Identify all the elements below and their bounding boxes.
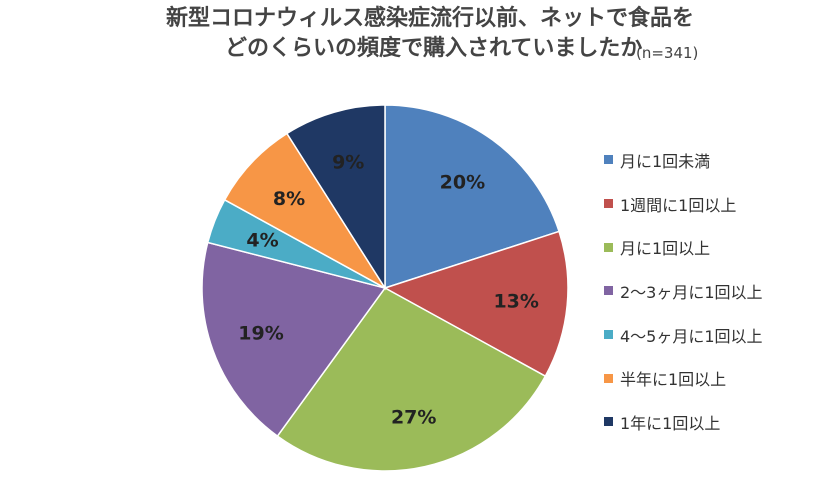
pie-data-label-6: 9% <box>332 152 364 174</box>
legend-swatch <box>604 417 613 427</box>
legend-label: 2〜3ヶ月に1回以上 <box>620 282 763 302</box>
legend-label: 半年に1回以上 <box>620 370 727 390</box>
pie-slice-3 <box>201 241 387 438</box>
legend-item-6: 1年に1回以上 <box>604 400 840 444</box>
pie-data-label-2: 27% <box>391 407 436 429</box>
legend-swatch <box>604 199 613 209</box>
legend-item-4: 4〜5ヶ月に1回以上 <box>604 313 840 357</box>
pie-data-label-0: 20% <box>440 171 485 193</box>
legend-swatch <box>604 373 613 383</box>
pie-slice-0 <box>384 104 560 290</box>
legend-label: 1週間に1回以上 <box>620 195 737 215</box>
legend-item-3: 2〜3ヶ月に1回以上 <box>604 269 840 313</box>
legend-swatch <box>604 155 613 165</box>
legend-swatch <box>604 286 613 296</box>
chart-title-line2: どのくらいの頻度で購入されていましたか <box>225 36 643 61</box>
legend-item-1: 1週間に1回以上 <box>604 182 840 226</box>
pie-slice-5 <box>223 132 386 289</box>
sample-size-label: (n=341) <box>636 44 699 62</box>
pie-data-label-4: 4% <box>246 230 278 252</box>
legend-item-2: 月に1回以上 <box>604 225 840 269</box>
legend-label: 月に1回未満 <box>620 151 711 171</box>
pie-slices <box>201 104 569 472</box>
pie-slice-1 <box>383 230 569 378</box>
legend-label: 4〜5ヶ月に1回以上 <box>620 326 763 346</box>
chart-title-line1: 新型コロナウィルス感染症流行以前、ネットで食品を <box>166 6 695 31</box>
legend-item-5: 半年に1回以上 <box>604 356 840 400</box>
pie-data-label-5: 8% <box>273 188 305 210</box>
legend-swatch <box>604 242 613 252</box>
pie-slice-6 <box>285 104 386 291</box>
pie-data-label-3: 19% <box>238 323 283 345</box>
pie-slice-2 <box>276 287 547 472</box>
chart-legend: 月に1回未満 1週間に1回以上 月に1回以上 2〜3ヶ月に1回以上 4〜5ヶ月に1回以上… <box>604 138 840 444</box>
legend-item-0: 月に1回未満 <box>604 138 840 182</box>
pie-data-label-1: 13% <box>493 290 538 312</box>
pie-data-labels: 20% 13% 27% 19% 4% 8% 9% <box>238 152 539 429</box>
legend-swatch <box>604 330 613 340</box>
legend-label: 1年に1回以上 <box>620 413 721 433</box>
legend-label: 月に1回以上 <box>620 239 711 259</box>
